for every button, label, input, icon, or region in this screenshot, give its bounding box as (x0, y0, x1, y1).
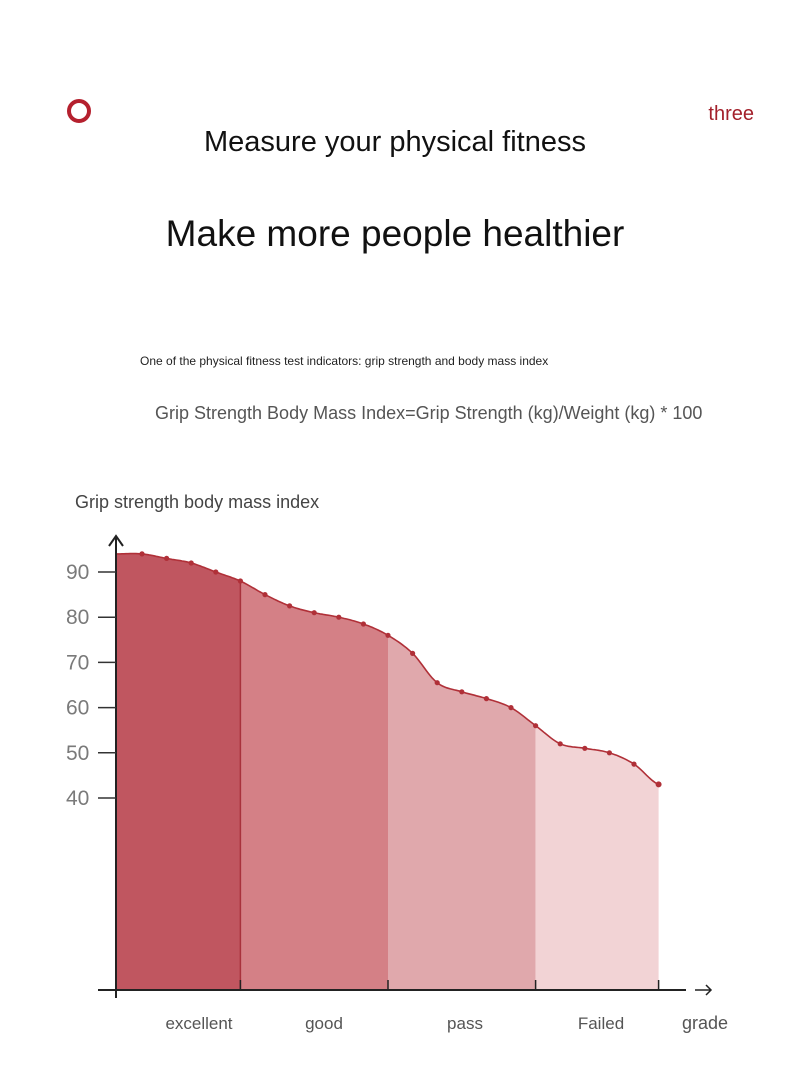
data-point (434, 680, 440, 686)
data-point (582, 745, 588, 751)
y-axis-arrow (108, 534, 124, 547)
data-point (311, 610, 317, 616)
page-title: Measure your physical fitness (204, 126, 586, 158)
data-point (139, 551, 145, 557)
category-label: Failed (578, 1014, 624, 1033)
data-point (631, 761, 637, 767)
zone-failed (535, 725, 659, 990)
data-point (459, 689, 465, 695)
grade-zones (116, 553, 659, 990)
data-points (139, 551, 662, 788)
y-tick-label: 90 (66, 561, 89, 584)
data-point (360, 621, 366, 627)
y-tick-label: 60 (66, 697, 89, 720)
data-point (262, 592, 268, 598)
page-subtitle: Make more people healthier (165, 213, 625, 254)
data-point (287, 603, 293, 609)
y-ticks: 90 80 70 60 50 40 (66, 561, 116, 810)
category-label: excellent (165, 1014, 232, 1033)
data-point (508, 705, 514, 711)
x-axis-title: grade (682, 1013, 728, 1033)
data-point (655, 781, 662, 788)
y-tick-label: 40 (66, 787, 89, 810)
formula-text: Grip Strength Body Mass Index=Grip Stren… (155, 403, 703, 423)
data-point (164, 555, 170, 562)
data-point (385, 632, 391, 638)
zone-good (240, 581, 388, 990)
y-tick-label: 70 (66, 651, 89, 674)
data-point (237, 578, 243, 584)
zone-pass (388, 635, 536, 990)
data-point (336, 614, 342, 620)
data-point (606, 750, 613, 756)
zone-excellent (116, 553, 241, 990)
data-point (533, 723, 539, 729)
axes (98, 534, 713, 998)
ring-icon (67, 99, 91, 123)
data-point (213, 569, 219, 575)
data-point (557, 741, 563, 747)
data-point (483, 696, 489, 702)
y-axis-title: Grip strength body mass index (75, 492, 320, 512)
y-tick-label: 80 (66, 606, 89, 629)
x-axis-arrow (695, 984, 713, 996)
category-label: pass (447, 1014, 483, 1033)
page-number: three (708, 103, 754, 125)
category-label: good (305, 1014, 343, 1033)
indicator-note: One of the physical fitness test indicat… (140, 354, 549, 368)
y-tick-label: 50 (66, 742, 89, 765)
data-point (410, 650, 416, 657)
category-labels: excellent good pass Failed grade (165, 1013, 728, 1033)
data-point (188, 560, 194, 566)
